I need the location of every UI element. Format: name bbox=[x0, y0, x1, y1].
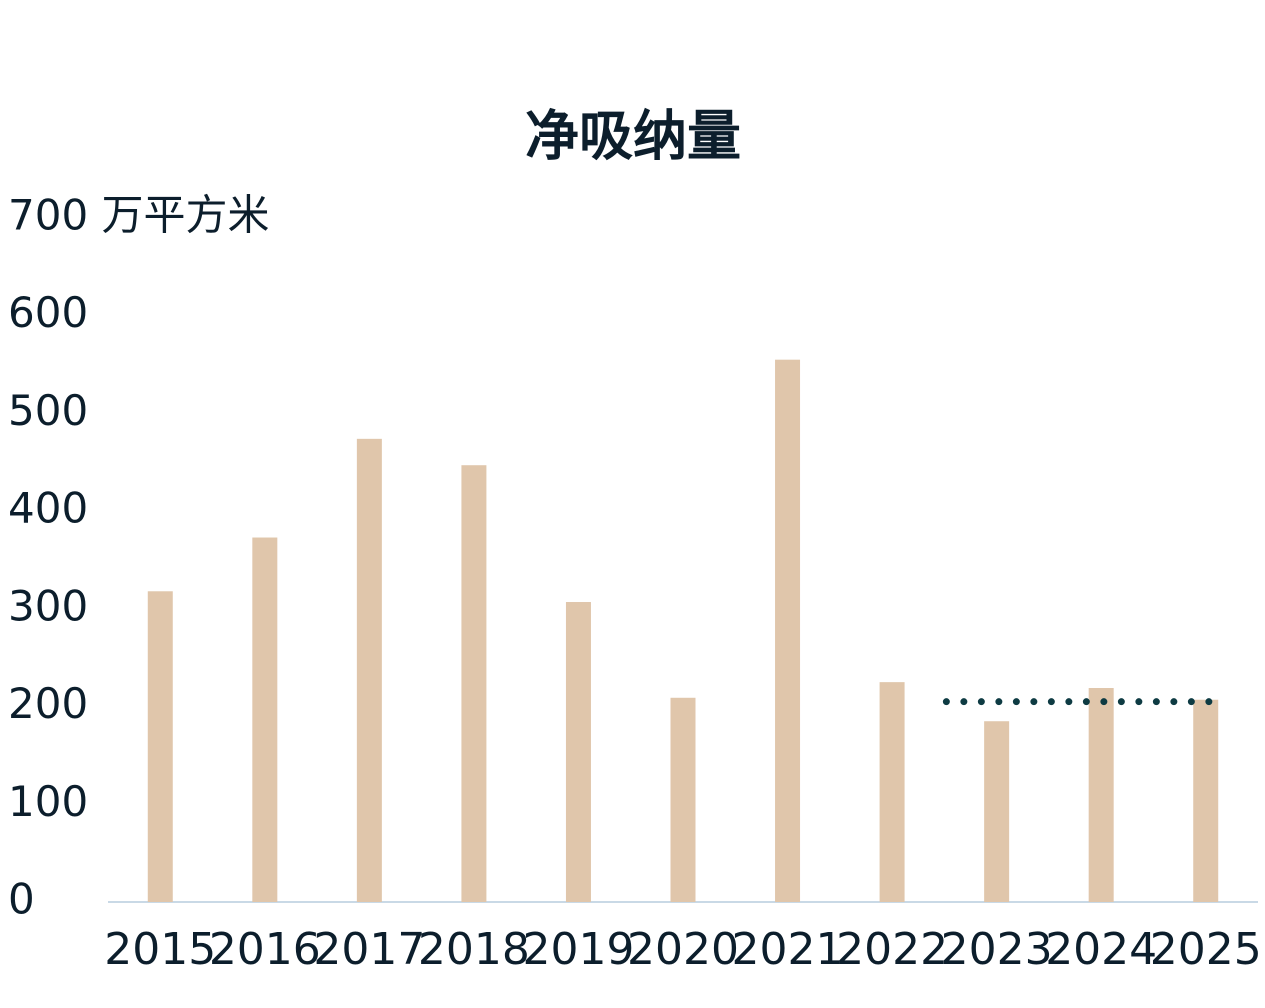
bar bbox=[984, 721, 1010, 902]
bar bbox=[252, 537, 278, 902]
x-tick-label: 2017 bbox=[313, 924, 425, 975]
y-tick-label: 600 bbox=[8, 288, 88, 337]
bar bbox=[461, 465, 487, 902]
bar bbox=[147, 591, 173, 902]
y-tick-label: 500 bbox=[8, 386, 88, 435]
y-tick-label: 300 bbox=[8, 581, 88, 630]
y-tick-label: 400 bbox=[8, 484, 88, 533]
y-tick-label: 0 bbox=[8, 875, 35, 924]
x-tick-label: 2020 bbox=[627, 924, 739, 975]
bar bbox=[670, 697, 696, 902]
y-tick-label: 700 万平方米 bbox=[8, 191, 270, 240]
x-tick-label: 2018 bbox=[418, 924, 530, 975]
x-tick-label: 2022 bbox=[836, 924, 948, 975]
x-tick-label: 2016 bbox=[209, 924, 321, 975]
x-tick-label: 2023 bbox=[941, 924, 1053, 975]
x-tick-label: 2015 bbox=[104, 924, 216, 975]
chart-title: 净吸纳量 bbox=[525, 105, 741, 168]
x-tick-label: 2019 bbox=[522, 924, 634, 975]
x-tick-label: 2021 bbox=[732, 924, 844, 975]
y-tick-label: 100 bbox=[8, 777, 88, 826]
x-tick-label: 2025 bbox=[1150, 924, 1262, 975]
y-tick-label: 200 bbox=[8, 679, 88, 728]
bar bbox=[879, 682, 905, 902]
bar bbox=[356, 438, 382, 902]
bar bbox=[565, 602, 591, 902]
bar bbox=[1193, 699, 1219, 902]
bar bbox=[1088, 688, 1114, 902]
bar bbox=[775, 359, 801, 903]
x-tick-label: 2024 bbox=[1045, 924, 1157, 975]
